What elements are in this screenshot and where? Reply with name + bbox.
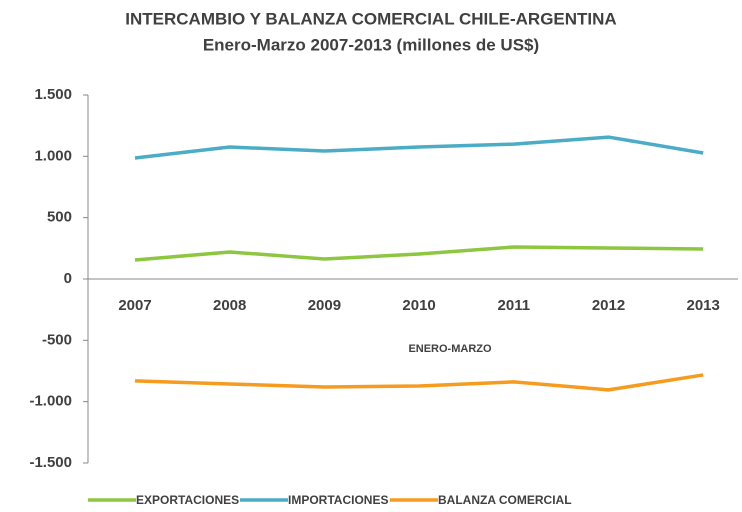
y-tick-label: -1.000 bbox=[29, 393, 72, 410]
y-tick-label: 1.000 bbox=[34, 147, 72, 164]
x-tick-label: 2008 bbox=[213, 297, 246, 314]
chart-title: INTERCAMBIO Y BALANZA COMERCIAL CHILE-AR… bbox=[125, 9, 616, 28]
x-tick-label: 2011 bbox=[498, 297, 531, 314]
legend-label: EXPORTACIONES bbox=[136, 493, 239, 507]
series-line bbox=[134, 135, 704, 160]
y-tick-label: -500 bbox=[42, 331, 72, 348]
y-tick-label: 500 bbox=[47, 209, 72, 226]
legend-label: IMPORTACIONES bbox=[288, 493, 388, 507]
series-line bbox=[134, 245, 704, 262]
y-tick-label: -1.500 bbox=[29, 454, 72, 471]
x-tick-label: 2013 bbox=[687, 297, 720, 314]
y-tick-label: 0 bbox=[64, 270, 72, 287]
y-tick-label: 1.500 bbox=[34, 86, 72, 103]
chart-subtitle: Enero-Marzo 2007-2013 (millones de US$) bbox=[203, 35, 539, 54]
legend-label: BALANZA COMERCIAL bbox=[438, 493, 572, 507]
x-tick-label: 2010 bbox=[402, 297, 435, 314]
x-tick-label: 2007 bbox=[118, 297, 151, 314]
x-tick-label: 2009 bbox=[308, 297, 341, 314]
x-axis-title: ENERO-MARZO bbox=[408, 343, 492, 355]
series-line bbox=[134, 373, 704, 392]
x-tick-label: 2012 bbox=[592, 297, 625, 314]
